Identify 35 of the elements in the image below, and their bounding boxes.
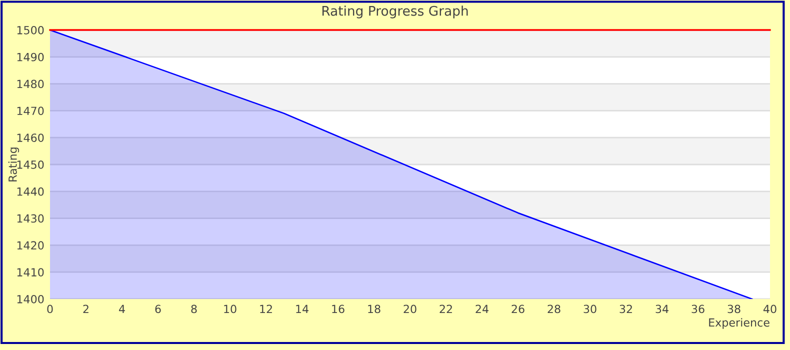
- y-tick-label: 1430: [17, 214, 44, 223]
- x-axis-title: Experience: [709, 318, 770, 329]
- y-axis-title: Rating: [8, 148, 20, 182]
- x-tick-label: 18: [368, 304, 380, 314]
- x-tick-label: 20: [404, 304, 416, 314]
- y-tick-label: 1460: [17, 134, 44, 142]
- y-tick-label: 1400: [17, 294, 44, 304]
- x-tick-label: 10: [224, 304, 236, 314]
- x-tick-label: 4: [119, 304, 125, 313]
- x-tick-label: 16: [332, 304, 344, 314]
- x-tick-label: 12: [260, 304, 272, 313]
- x-tick-label: 24: [476, 304, 488, 313]
- y-tick-label: 1420: [17, 241, 44, 250]
- chart-title: Rating Progress Graph: [322, 6, 468, 18]
- x-tick-label: 22: [440, 304, 452, 313]
- x-tick-label: 2: [83, 304, 88, 313]
- x-tick-label: 14: [296, 304, 308, 313]
- y-tick-label: 1490: [17, 52, 44, 62]
- y-tick-label: 1480: [17, 80, 44, 88]
- y-tick-label: 1440: [17, 187, 44, 196]
- x-tick-label: 28: [548, 304, 560, 314]
- x-tick-label: 0: [47, 304, 53, 314]
- x-tick-label: 38: [728, 304, 740, 314]
- y-tick-label: 1470: [17, 106, 44, 116]
- y-tick-label: 1450: [17, 160, 44, 169]
- x-tick-label: 6: [155, 304, 161, 314]
- x-tick-label: 40: [763, 304, 776, 314]
- x-tick-label: 8: [191, 304, 197, 314]
- x-tick-label: 34: [656, 304, 668, 314]
- y-tick-label: 1410: [17, 268, 44, 276]
- y-tick-label: 1500: [17, 26, 44, 34]
- x-tick-label: 26: [512, 304, 524, 314]
- x-tick-label: 36: [692, 304, 704, 314]
- x-tick-label: 32: [620, 304, 632, 314]
- x-tick-label: 30: [584, 304, 596, 314]
